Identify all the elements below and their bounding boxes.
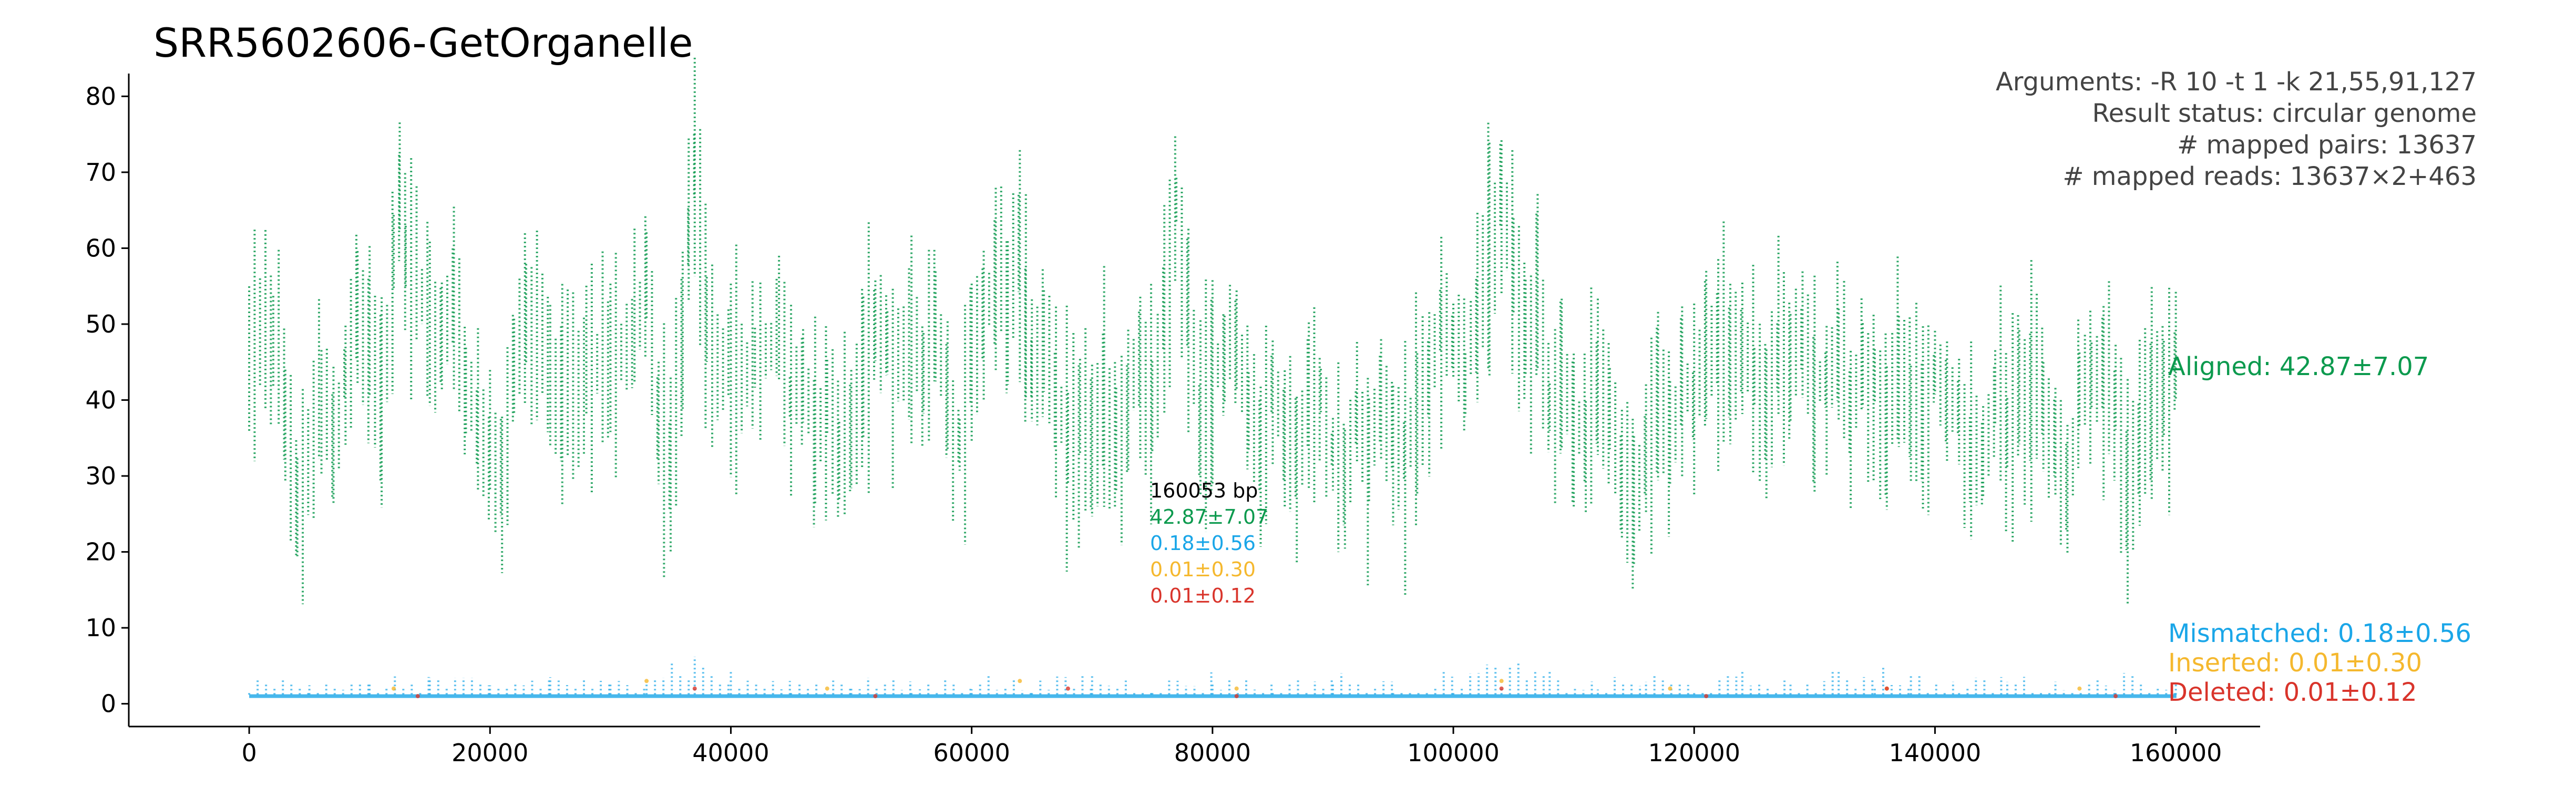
inserted-point	[2077, 686, 2082, 691]
y-tick-label: 0	[101, 690, 116, 718]
deleted-point	[692, 686, 697, 691]
deleted-point	[2113, 694, 2118, 699]
deleted-point	[1704, 694, 1709, 699]
legend-deleted: Deleted: 0.01±0.12	[2168, 678, 2417, 707]
y-tick-label: 60	[85, 234, 116, 262]
y-tick-label: 70	[85, 158, 116, 186]
summary-inserted: 0.01±0.30	[1150, 558, 1256, 581]
plot-area	[248, 57, 2177, 699]
deleted-point	[1884, 686, 1889, 691]
inserted-point	[1668, 686, 1672, 691]
deleted-point	[1065, 686, 1070, 691]
chart-title: SRR5602606-GetOrganelle	[153, 19, 693, 66]
summary-block: 160053 bp 42.87±7.07 0.18±0.56 0.01±0.30…	[1150, 479, 1268, 607]
x-tick-label: 100000	[1407, 739, 1500, 767]
x-tick-label: 80000	[1174, 739, 1251, 767]
info-arguments: Arguments: -R 10 -t 1 -k 21,55,91,127	[1996, 67, 2477, 97]
y-tick-label: 80	[85, 82, 116, 110]
x-tick-label: 0	[241, 739, 256, 767]
summary-deleted: 0.01±0.12	[1150, 584, 1256, 607]
series-aligned	[248, 57, 2177, 606]
x-tick-label: 40000	[692, 739, 769, 767]
y-tick-label: 40	[85, 386, 116, 414]
info-block: Arguments: -R 10 -t 1 -k 21,55,91,127 Re…	[1996, 67, 2477, 191]
deleted-point	[873, 694, 878, 699]
summary-length: 160053 bp	[1150, 479, 1258, 502]
x-tick-label: 20000	[451, 739, 528, 767]
info-pairs: # mapped pairs: 13637	[2177, 130, 2477, 160]
y-tick-label: 20	[85, 538, 116, 566]
legend-mismatched: Mismatched: 0.18±0.56	[2168, 619, 2471, 648]
inserted-point	[1234, 686, 1239, 691]
summary-aligned: 42.87±7.07	[1150, 505, 1268, 528]
inserted-point	[392, 686, 396, 691]
inserted-point	[1499, 679, 1504, 683]
axes: 0 20000 40000 60000 80000 100000 120000 140000 1…	[85, 74, 2260, 767]
y-tick-label: 10	[85, 614, 116, 642]
y-tick-label: 30	[85, 462, 116, 490]
deleted-point	[415, 694, 420, 699]
legend-inserted: Inserted: 0.01±0.30	[2168, 648, 2422, 678]
summary-mismatched: 0.18±0.56	[1150, 532, 1256, 555]
x-tick-label: 60000	[933, 739, 1010, 767]
series-legend: Aligned: 42.87±7.07 Mismatched: 0.18±0.5…	[2168, 352, 2471, 707]
series-deleted	[415, 686, 2118, 699]
x-tick-label: 140000	[1889, 739, 1982, 767]
x-tick-label: 160000	[2130, 739, 2222, 767]
info-status: Result status: circular genome	[2092, 99, 2477, 128]
y-tick-label: 50	[85, 310, 116, 338]
deleted-point	[1234, 694, 1239, 699]
x-tick-label: 120000	[1648, 739, 1740, 767]
inserted-point	[644, 679, 649, 683]
deleted-point	[1499, 686, 1504, 691]
inserted-point	[825, 686, 829, 691]
inserted-point	[1018, 679, 1022, 683]
legend-aligned: Aligned: 42.87±7.07	[2168, 352, 2429, 381]
info-reads: # mapped reads: 13637×2+463	[2062, 162, 2477, 191]
